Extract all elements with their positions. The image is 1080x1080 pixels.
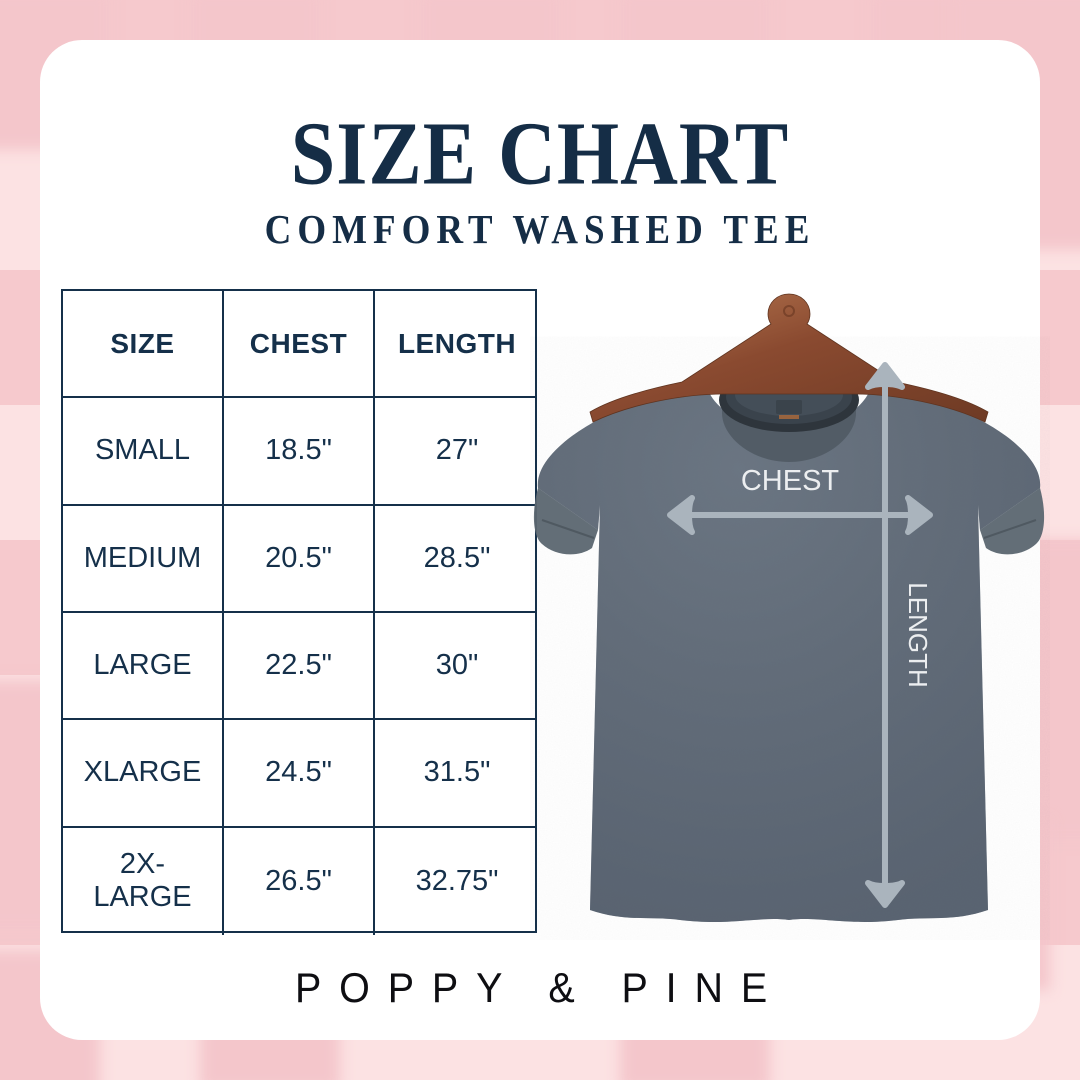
svg-text:CHEST: CHEST [741,465,840,497]
svg-text:LENGTH: LENGTH [903,582,933,687]
